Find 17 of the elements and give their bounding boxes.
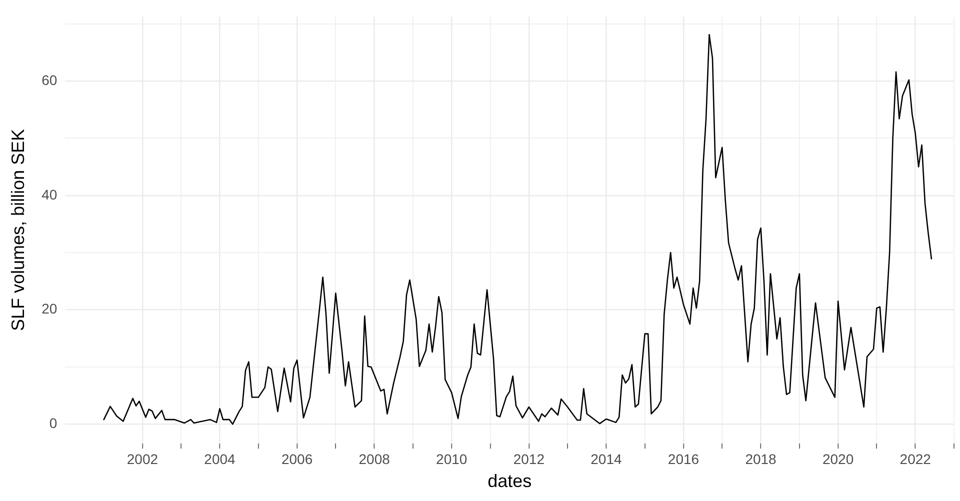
y-tick-label: 60 [42,72,58,88]
x-tick-label: 2020 [822,450,854,467]
x-tick-label: 2018 [745,450,777,467]
x-tick-label: 2002 [126,450,158,467]
x-tick-label: 2016 [668,450,700,467]
x-tick-label: 2010 [436,450,468,467]
x-tick-label: 2004 [204,450,236,467]
x-axis-title: dates [488,471,532,492]
x-tick-label: 2006 [281,450,313,467]
y-axis-title: SLF volumes, billion SEK [8,128,28,332]
y-tick-label: 20 [42,300,58,317]
x-tick-label: 2014 [590,450,622,467]
y-tick-label: 40 [42,186,58,202]
y-tick-label: 0 [49,415,58,432]
x-tick-label: 2022 [900,450,932,467]
x-tick-label: 2012 [513,450,545,467]
x-tick-label: 2008 [358,450,390,467]
